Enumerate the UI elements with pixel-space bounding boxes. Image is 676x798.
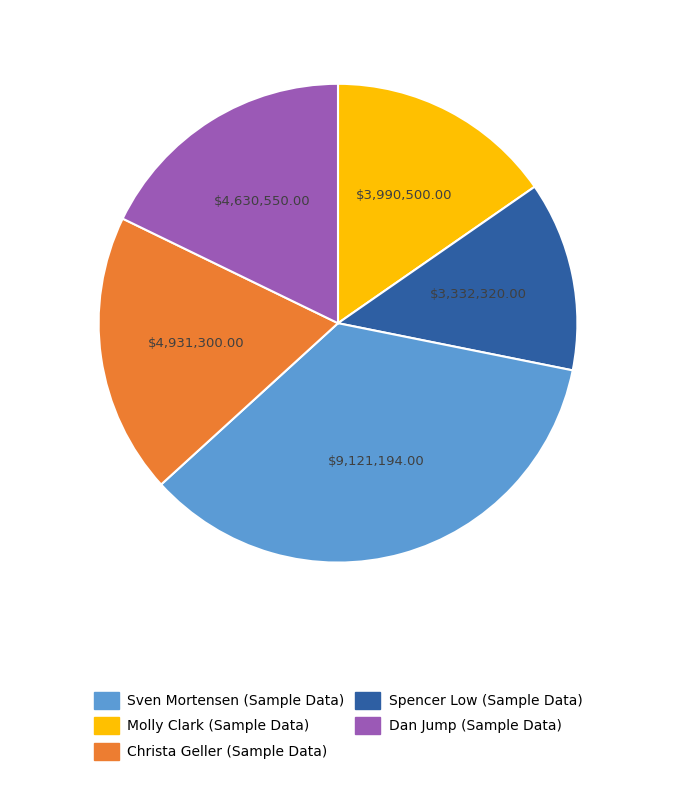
Wedge shape <box>122 84 338 323</box>
Text: $4,630,550.00: $4,630,550.00 <box>214 195 310 208</box>
Legend: Sven Mortensen (Sample Data), Molly Clark (Sample Data), Christa Geller (Sample : Sven Mortensen (Sample Data), Molly Clar… <box>88 686 588 765</box>
Text: $4,931,300.00: $4,931,300.00 <box>147 338 244 350</box>
Wedge shape <box>338 84 535 323</box>
Text: $9,121,194.00: $9,121,194.00 <box>328 455 425 468</box>
Text: $3,990,500.00: $3,990,500.00 <box>356 189 453 203</box>
Text: $3,332,320.00: $3,332,320.00 <box>430 287 527 301</box>
Wedge shape <box>99 219 338 484</box>
Wedge shape <box>338 187 577 370</box>
Wedge shape <box>161 323 573 563</box>
